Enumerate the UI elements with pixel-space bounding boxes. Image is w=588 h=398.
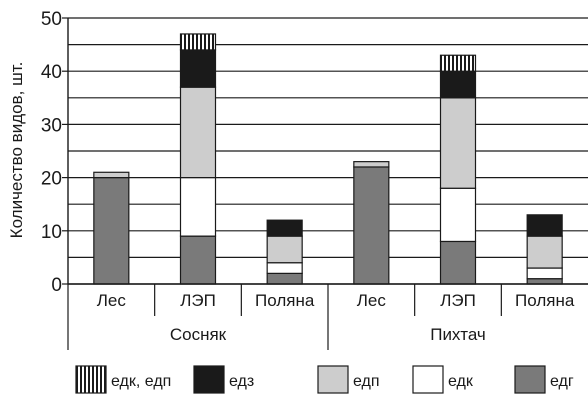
bar-segment-edg [266, 272, 303, 285]
bar-segment-edz [526, 214, 563, 237]
group-label: Пихтач [430, 325, 486, 344]
bar-segment-edp [353, 161, 390, 168]
bar-segment-edz [266, 219, 303, 237]
legend-label-edz: едз [229, 373, 254, 390]
legend-label-edg: едг [550, 373, 574, 390]
legend-swatch-edk-edp [75, 365, 107, 394]
bar-segment-edg [439, 240, 477, 285]
legend-swatch-edk [412, 365, 444, 394]
bar-segment-edp [179, 86, 217, 179]
bar-segment-edk [266, 262, 303, 274]
bar-segment-edg [179, 235, 217, 285]
x-category-label: Лес [97, 291, 127, 310]
bar-segment-edg [526, 278, 563, 285]
bar-segment-edp [439, 97, 477, 189]
x-category-label: ЛЭП [440, 291, 476, 310]
legend: едк, едп едз едп едк едг [75, 365, 574, 394]
x-category-label: ЛЭП [180, 291, 216, 310]
x-category-label: Поляна [255, 291, 315, 310]
bar-segment-edz [439, 70, 477, 99]
y-tick-label: 20 [41, 169, 62, 190]
bar-segment-edp [266, 235, 303, 264]
bar-segment-edk-edp [179, 33, 217, 51]
bar-segment-edp [93, 171, 130, 179]
legend-label-edk: едк [448, 373, 474, 390]
axes: 0 10 20 30 40 50 Лес ЛЭП Поляна Лес ЛЭП Поляна Сосня… [41, 9, 588, 350]
bar-segment-edk [439, 187, 477, 243]
x-category-label: Поляна [515, 291, 575, 310]
legend-swatch-edg [514, 365, 546, 394]
gridlines [68, 17, 588, 285]
bar-segment-edk-edp [439, 54, 477, 72]
bar-segment-edk [526, 267, 563, 280]
x-category-label: Лес [357, 291, 387, 310]
legend-swatch-edz [193, 365, 225, 394]
bar-segment-edg [353, 166, 390, 285]
y-tick-label: 30 [41, 115, 62, 136]
y-tick-label: 10 [41, 222, 62, 243]
y-tick-label: 0 [51, 275, 62, 296]
legend-swatch-edp [317, 365, 349, 394]
legend-label-edk-edp: едк, едп [111, 373, 171, 390]
bar-segment-edp [526, 235, 563, 269]
bars [93, 33, 563, 285]
y-tick-label: 50 [41, 9, 62, 30]
bar-segment-edz [179, 49, 217, 88]
bar-segment-edk [179, 177, 217, 237]
y-tick-label: 40 [41, 62, 62, 83]
y-axis-label: Количество видов, шт. [7, 62, 26, 239]
legend-label-edp: едп [353, 373, 380, 390]
bar-segment-edg [93, 177, 130, 285]
group-label: Сосняк [170, 325, 227, 344]
